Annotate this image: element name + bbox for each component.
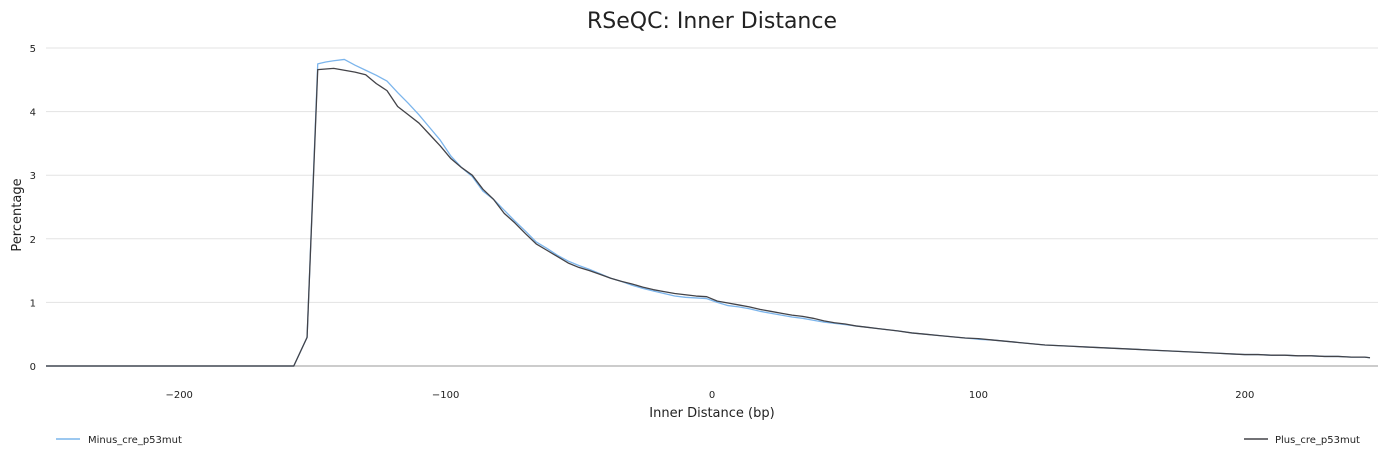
series-line-minus[interactable] <box>46 58 1371 367</box>
legend-label-minus: Minus_cre_p53mut <box>88 435 182 446</box>
y-tick-label: 3 <box>30 171 36 182</box>
y-axis-ticks: 0 1 2 3 4 5 <box>30 44 36 373</box>
series-line-plus[interactable] <box>46 67 1371 367</box>
x-tick-label: 100 <box>969 390 988 401</box>
y-tick-label: 5 <box>30 44 36 55</box>
chart-title: RSeQC: Inner Distance <box>587 9 837 34</box>
y-tick-label: 4 <box>30 108 36 119</box>
grid-lines <box>46 47 1378 367</box>
x-tick-label: −200 <box>165 390 192 401</box>
x-tick-label: 200 <box>1235 390 1254 401</box>
y-tick-label: 0 <box>30 362 36 373</box>
x-tick-label: 0 <box>709 390 715 401</box>
y-axis-label: Percentage <box>10 178 25 251</box>
x-axis-ticks: −200 −100 0 100 200 <box>165 390 1254 401</box>
legend-item-plus[interactable]: Plus_cre_p53mut <box>1244 435 1360 446</box>
y-tick-label: 2 <box>30 235 36 246</box>
x-tick-label: −100 <box>432 390 459 401</box>
x-axis-label: Inner Distance (bp) <box>649 406 774 421</box>
series-lines <box>46 58 1371 367</box>
y-tick-label: 1 <box>30 298 36 309</box>
legend-item-minus[interactable]: Minus_cre_p53mut <box>56 435 182 446</box>
legend-label-plus: Plus_cre_p53mut <box>1275 435 1360 446</box>
